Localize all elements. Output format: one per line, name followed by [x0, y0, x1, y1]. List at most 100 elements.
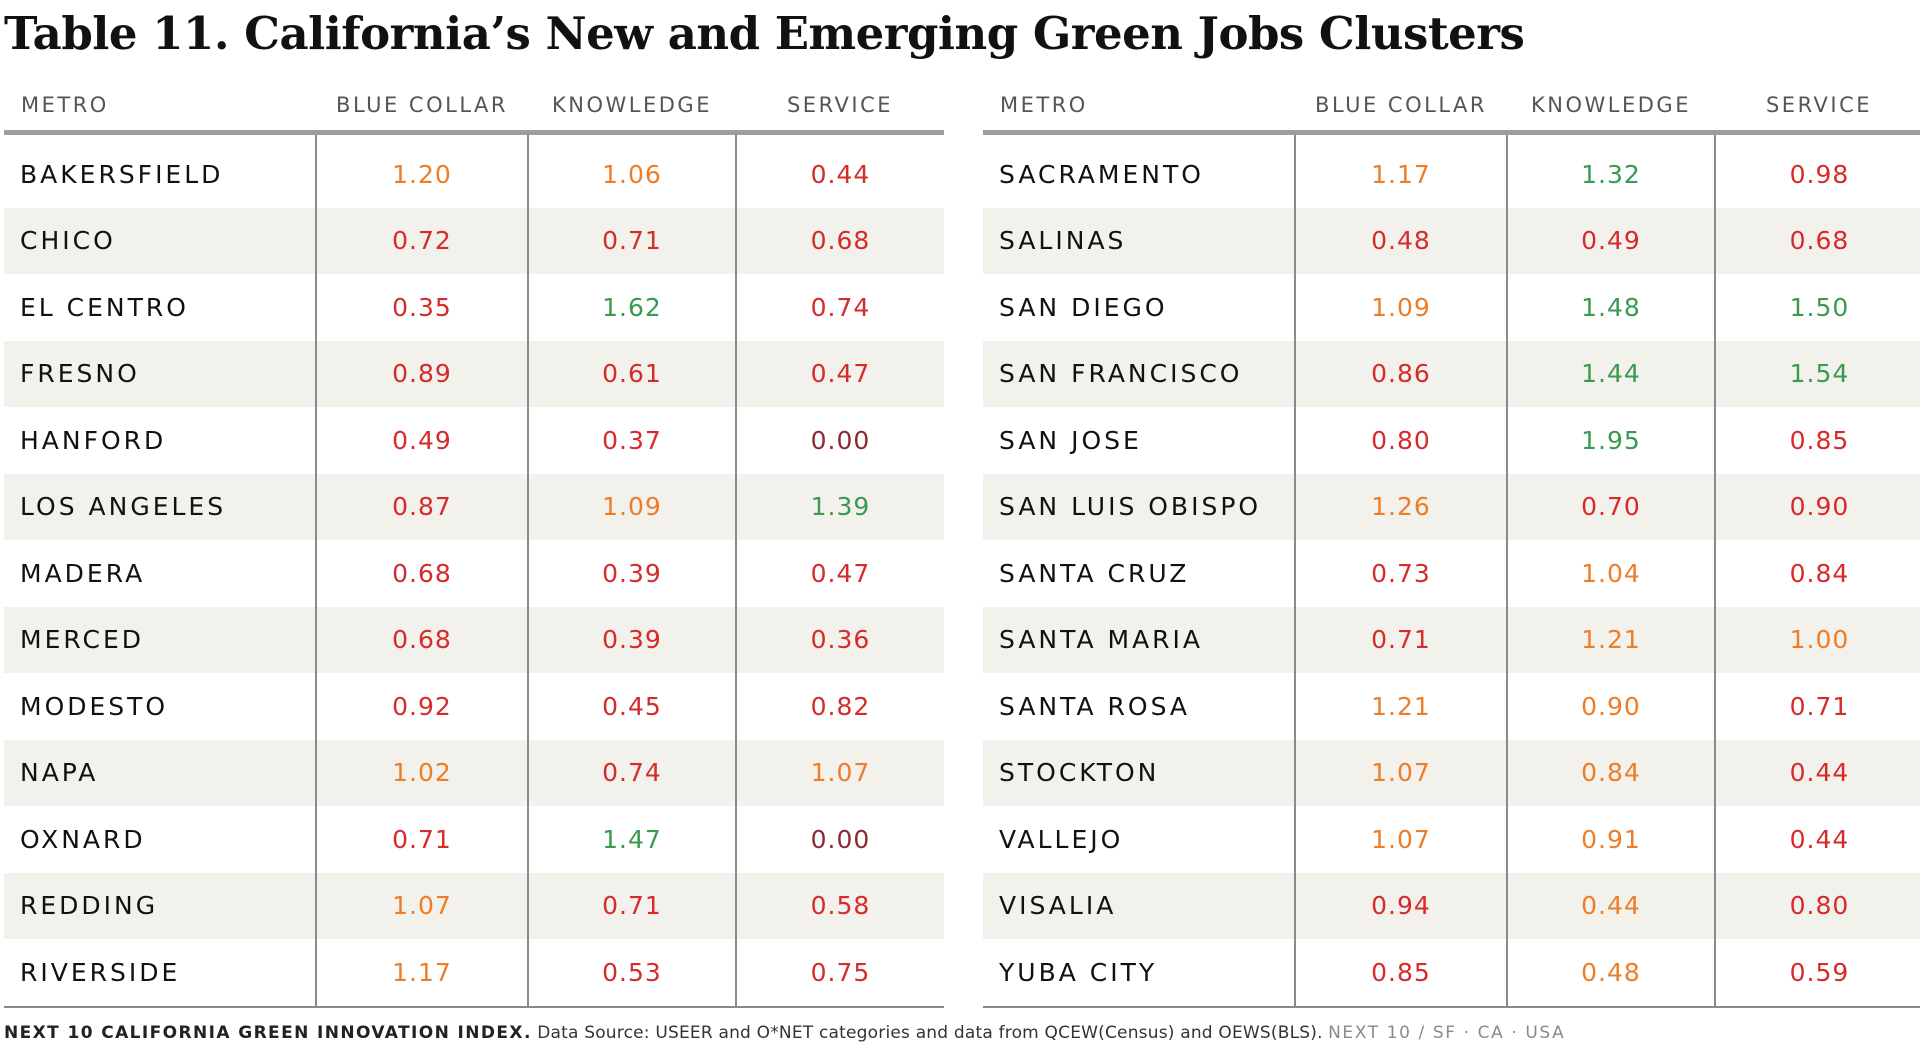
page-title: Table 11. California’s New and Emerging … [4, 7, 1525, 60]
blue-collar-value: 0.73 [1294, 540, 1507, 607]
service-value: 1.54 [1714, 340, 1920, 407]
clusters-table-right: METRO BLUE COLLAR KNOWLEDGE SERVICE SACR… [983, 80, 1920, 1008]
knowledge-value: 0.71 [527, 872, 736, 939]
knowledge-value: 0.91 [1506, 806, 1715, 873]
service-value: 0.68 [1714, 207, 1920, 274]
service-value: 0.00 [735, 407, 944, 474]
metro-name: OXNARD [20, 824, 146, 854]
blue-collar-value: 1.07 [1294, 806, 1507, 873]
knowledge-value: 0.70 [1506, 473, 1715, 540]
service-value: 0.74 [735, 274, 944, 341]
service-value: 1.39 [735, 473, 944, 540]
footer: NEXT 10 CALIFORNIA GREEN INNOVATION INDE… [4, 1022, 1565, 1044]
footer-brand: NEXT 10 CALIFORNIA GREEN INNOVATION INDE… [4, 1023, 532, 1043]
blue-collar-value: 0.35 [315, 274, 528, 341]
service-value: 0.44 [1714, 806, 1920, 873]
table-row: CHICO 0.72 0.71 0.68 [4, 207, 944, 274]
service-value: 0.90 [1714, 473, 1920, 540]
service-value: 1.50 [1714, 274, 1920, 341]
blue-collar-value: 0.68 [315, 540, 528, 607]
blue-collar-value: 0.68 [315, 606, 528, 673]
header-blue-collar: BLUE COLLAR [316, 80, 528, 135]
blue-collar-value: 0.72 [315, 207, 528, 274]
service-value: 0.82 [735, 673, 944, 740]
blue-collar-value: 0.48 [1294, 207, 1507, 274]
table-row: SALINAS 0.48 0.49 0.68 [983, 207, 1920, 274]
service-value: 0.44 [1714, 739, 1920, 806]
footer-source: Data Source: USEER and O*NET categories … [537, 1023, 1323, 1043]
header-row: METRO BLUE COLLAR KNOWLEDGE SERVICE [4, 80, 944, 135]
table-row: SANTA MARIA 0.71 1.21 1.00 [983, 606, 1920, 673]
knowledge-value: 0.90 [1506, 673, 1715, 740]
service-value: 0.59 [1714, 939, 1920, 1008]
knowledge-value: 1.47 [527, 806, 736, 873]
knowledge-value: 1.32 [1506, 132, 1715, 208]
metro-name: MADERA [20, 558, 146, 588]
table-row: SAN DIEGO 1.09 1.48 1.50 [983, 274, 1920, 341]
knowledge-value: 0.84 [1506, 739, 1715, 806]
service-value: 0.75 [735, 939, 944, 1008]
metro-name: NAPA [4, 739, 316, 806]
metro-name: MERCED [4, 606, 316, 673]
table-row: BAKERSFIELD 1.20 1.06 0.44 [4, 132, 944, 208]
metro-name: SANTA ROSA [999, 691, 1190, 721]
metro-name: CHICO [4, 207, 316, 274]
metro-name: EL CENTRO [20, 292, 189, 322]
metro-name: YUBA CITY [983, 939, 1295, 1008]
header-blue-collar: BLUE COLLAR [1295, 80, 1507, 135]
blue-collar-value: 0.80 [1294, 407, 1507, 474]
knowledge-value: 0.71 [527, 207, 736, 274]
service-value: 0.71 [1714, 673, 1920, 740]
metro-name: SAN JOSE [999, 425, 1142, 455]
table-row: SACRAMENTO 1.17 1.32 0.98 [983, 132, 1920, 208]
knowledge-value: 0.45 [527, 673, 736, 740]
metro-name: SANTA CRUZ [999, 558, 1190, 588]
table-row: OXNARD 0.71 1.47 0.00 [4, 806, 944, 873]
table-row: VISALIA 0.94 0.44 0.80 [983, 872, 1920, 939]
clusters-table-left: METRO BLUE COLLAR KNOWLEDGE SERVICE BAKE… [4, 80, 944, 1008]
service-value: 1.00 [1714, 606, 1920, 673]
blue-collar-value: 1.17 [1294, 132, 1507, 208]
header-service: SERVICE [736, 80, 944, 135]
service-value: 0.80 [1714, 872, 1920, 939]
blue-collar-value: 1.09 [1294, 274, 1507, 341]
table-row: NAPA 1.02 0.74 1.07 [4, 739, 944, 806]
blue-collar-value: 1.07 [1294, 739, 1507, 806]
blue-collar-value: 1.20 [315, 132, 528, 208]
table-row: RIVERSIDE 1.17 0.53 0.75 [4, 939, 944, 1008]
table-row: SAN LUIS OBISPO 1.26 0.70 0.90 [983, 473, 1920, 540]
table-row: SAN FRANCISCO 0.86 1.44 1.54 [983, 340, 1920, 407]
header-knowledge: KNOWLEDGE [528, 80, 736, 135]
metro-name: REDDING [4, 872, 316, 939]
metro-name: BAKERSFIELD [20, 159, 224, 189]
blue-collar-value: 0.94 [1294, 872, 1507, 939]
service-value: 0.47 [735, 540, 944, 607]
service-value: 0.36 [735, 606, 944, 673]
service-value: 1.07 [735, 739, 944, 806]
knowledge-value: 0.37 [527, 407, 736, 474]
metro-name: SAN FRANCISCO [983, 340, 1295, 407]
header-metro: METRO [983, 80, 1295, 135]
table-panel-right: METRO BLUE COLLAR KNOWLEDGE SERVICE SACR… [983, 80, 1920, 1008]
table-row: YUBA CITY 0.85 0.48 0.59 [983, 939, 1920, 1008]
table-row: MODESTO 0.92 0.45 0.82 [4, 673, 944, 740]
header-knowledge: KNOWLEDGE [1507, 80, 1715, 135]
table-row: MERCED 0.68 0.39 0.36 [4, 606, 944, 673]
metro-name: MODESTO [20, 691, 169, 721]
table-row: HANFORD 0.49 0.37 0.00 [4, 407, 944, 474]
knowledge-value: 1.09 [527, 473, 736, 540]
table-body-left: BAKERSFIELD 1.20 1.06 0.44 CHICO 0.72 0.71 0.6… [4, 132, 944, 1008]
table-row: LOS ANGELES 0.87 1.09 1.39 [4, 473, 944, 540]
table-row: SANTA CRUZ 0.73 1.04 0.84 [983, 540, 1920, 607]
footer-org: NEXT 10 / SF · CA · USA [1328, 1023, 1566, 1043]
knowledge-value: 0.39 [527, 606, 736, 673]
metro-name: VISALIA [983, 872, 1295, 939]
blue-collar-value: 1.02 [315, 739, 528, 806]
blue-collar-value: 0.89 [315, 340, 528, 407]
knowledge-value: 0.61 [527, 340, 736, 407]
blue-collar-value: 0.87 [315, 473, 528, 540]
blue-collar-value: 0.85 [1294, 939, 1507, 1008]
blue-collar-value: 0.71 [1294, 606, 1507, 673]
knowledge-value: 0.39 [527, 540, 736, 607]
knowledge-value: 0.74 [527, 739, 736, 806]
